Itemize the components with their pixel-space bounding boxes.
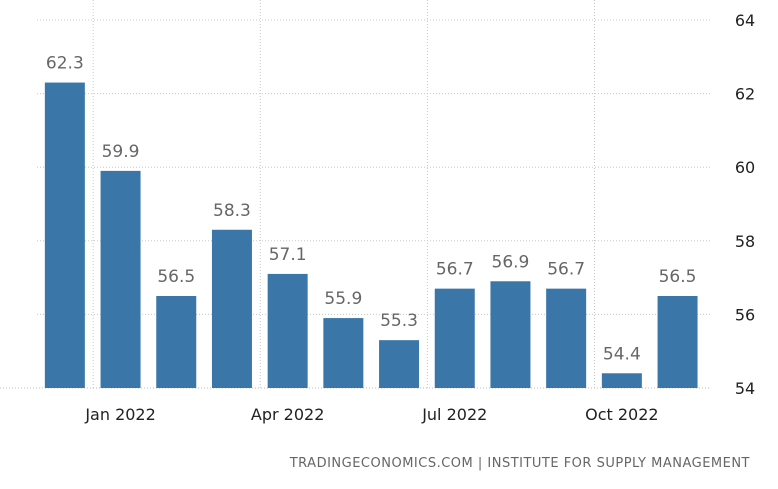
x-tick-label: Oct 2022: [585, 405, 658, 424]
grid-lines: [0, 0, 710, 389]
bar-value-label: 58.3: [213, 201, 251, 221]
y-tick-label: 54: [735, 379, 755, 398]
bar: [601, 373, 642, 388]
y-tick-label: 64: [735, 11, 755, 30]
bars-group: [44, 82, 698, 388]
bar: [379, 340, 420, 388]
bar: [156, 296, 197, 388]
bar-value-label: 56.7: [547, 260, 585, 280]
y-tick-label: 60: [735, 158, 755, 177]
bar: [211, 229, 252, 388]
bar: [44, 82, 85, 388]
bar-value-label: 59.9: [102, 142, 140, 162]
bar-value-label: 62.3: [46, 54, 84, 74]
source-footer: TRADINGECONOMICS.COM | INSTITUTE FOR SUP…: [289, 456, 750, 471]
x-tick-label: Apr 2022: [251, 405, 324, 424]
bar-value-label: 56.5: [157, 267, 195, 287]
bar-value-label: 56.5: [659, 267, 697, 287]
bar: [434, 288, 475, 388]
bar: [267, 273, 308, 388]
y-tick-label: 58: [735, 232, 755, 251]
bar: [490, 281, 531, 388]
bar: [100, 170, 141, 388]
bar-value-label: 55.3: [380, 311, 418, 331]
y-tick-label: 56: [735, 305, 755, 324]
x-tick-label: Jan 2022: [84, 405, 155, 424]
bar-value-label: 56.9: [492, 252, 530, 272]
x-tick-label: Jul 2022: [421, 405, 487, 424]
bar-value-label: 57.1: [269, 245, 307, 265]
bar: [546, 288, 587, 388]
x-axis-ticks: Jan 2022 Apr 2022 Jul 2022 Oct 2022: [84, 405, 658, 424]
data-labels-group: 62.3 59.9 56.5 58.3 57.1 55.9 55.3 56.7 56.9 56.7…: [46, 54, 697, 365]
bar: [657, 296, 698, 388]
y-axis-ticks: 54 56 58 60 62 64: [735, 11, 755, 398]
y-tick-label: 62: [735, 85, 755, 104]
bar-value-label: 54.4: [603, 344, 641, 364]
bar: [323, 318, 364, 388]
bar-value-label: 56.7: [436, 260, 474, 280]
bar-value-label: 55.9: [324, 289, 362, 309]
